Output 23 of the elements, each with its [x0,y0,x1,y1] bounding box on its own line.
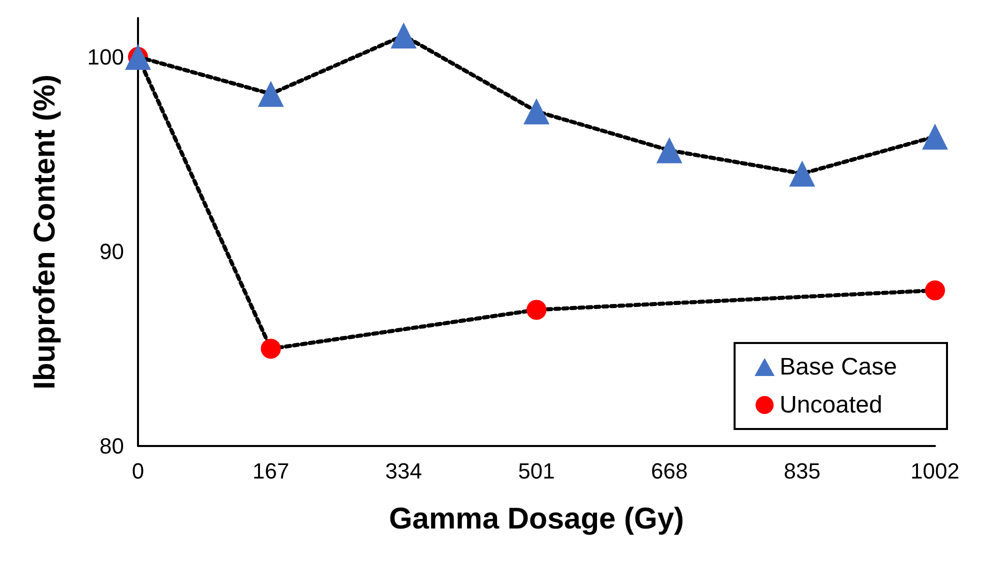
y-tick-label: 90 [100,238,124,264]
point [789,160,816,187]
point [925,280,945,300]
y-axis-title: Ibuprofen Content (%) [28,74,62,390]
legend-label: Uncoated [780,392,882,418]
point [526,300,546,320]
point [258,80,284,107]
x-tick-label: 167 [252,458,290,484]
x-tick-label: 668 [650,458,688,484]
y-tick-label: 100 [87,44,124,70]
y-tick-label: 80 [100,434,124,458]
x-tick-label: 1002 [910,458,960,484]
point [922,124,948,150]
legend-label: Base Case [780,354,898,380]
x-tick-label: 0 [132,458,144,484]
x-axis-title: Gamma Dosage (Gy) [388,502,684,536]
point [390,22,417,49]
point [524,98,550,124]
x-tick-label: 334 [385,458,422,484]
x-tick-label: 501 [518,458,555,484]
point [260,338,281,359]
point [656,137,682,164]
x-tick-label: 835 [784,458,821,484]
